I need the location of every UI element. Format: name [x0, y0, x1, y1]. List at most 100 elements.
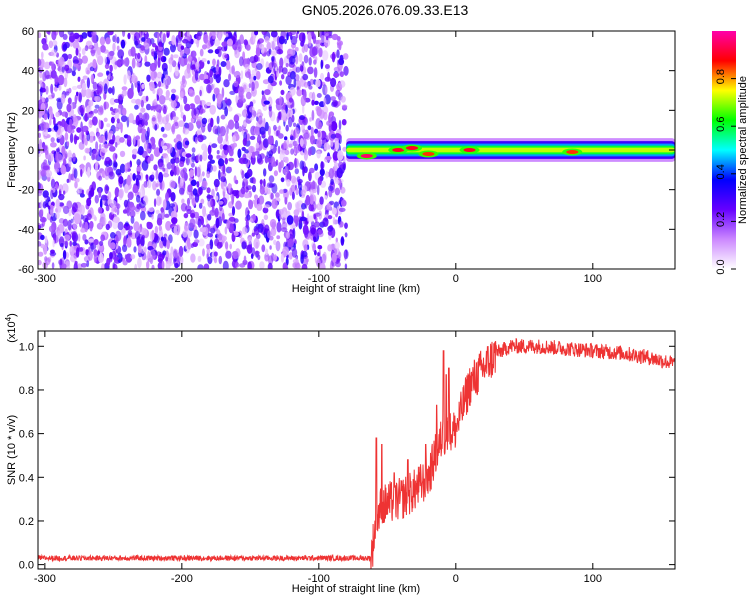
noise-speckle: [238, 126, 243, 133]
noise-speckle: [294, 47, 299, 52]
noise-speckle: [96, 46, 101, 56]
noise-speckle: [58, 84, 62, 91]
noise-speckle: [158, 95, 166, 105]
noise-speckle: [276, 235, 281, 240]
noise-speckle: [110, 116, 115, 124]
noise-speckle: [281, 74, 285, 80]
noise-speckle: [61, 66, 65, 73]
noise-speckle: [130, 254, 136, 260]
noise-speckle: [110, 130, 114, 135]
noise-speckle: [53, 117, 56, 126]
noise-speckle: [279, 80, 283, 86]
noise-speckle: [127, 225, 133, 231]
noise-speckle: [94, 194, 100, 204]
noise-speckle: [67, 97, 72, 105]
noise-speckle: [303, 132, 310, 139]
noise-speckle: [153, 50, 158, 57]
noise-speckle: [165, 75, 171, 86]
noise-speckle: [251, 151, 256, 159]
noise-speckle: [62, 218, 69, 227]
noise-speckle: [141, 83, 145, 89]
noise-speckle: [157, 52, 164, 57]
x-tick-label: -100: [308, 573, 330, 585]
noise-speckle: [114, 126, 120, 132]
noise-speckle: [270, 226, 277, 237]
noise-speckle: [104, 63, 110, 70]
y-tick-label: 40: [22, 66, 34, 78]
noise-speckle: [305, 258, 309, 263]
noise-speckle: [232, 142, 238, 148]
noise-speckle: [176, 141, 183, 150]
noise-speckle: [201, 216, 204, 226]
noise-speckle: [72, 202, 78, 213]
noise-speckle: [121, 59, 125, 65]
noise-speckle: [212, 93, 216, 102]
noise-speckle: [194, 70, 199, 81]
noise-speckle: [77, 76, 81, 82]
noise-speckle: [104, 166, 110, 177]
noise-speckle: [126, 206, 131, 217]
noise-speckle: [289, 31, 297, 36]
noise-speckle: [38, 152, 41, 158]
noise-speckle: [328, 200, 335, 205]
noise-speckle: [187, 184, 193, 193]
noise-speckle: [207, 256, 213, 265]
noise-speckle: [202, 226, 209, 236]
noise-speckle: [313, 204, 318, 209]
noise-speckle: [123, 235, 127, 246]
noise-speckle: [140, 31, 144, 36]
noise-speckle: [206, 247, 211, 255]
noise-speckle: [45, 74, 52, 79]
noise-speckle: [263, 178, 266, 187]
noise-speckle: [180, 50, 184, 57]
noise-speckle: [310, 31, 314, 37]
noise-speckle: [273, 239, 277, 245]
noise-speckle: [39, 71, 43, 79]
noise-speckle: [293, 122, 297, 128]
noise-speckle: [342, 53, 349, 60]
noise-speckle: [266, 50, 271, 57]
noise-speckle: [51, 262, 55, 269]
noise-speckle: [332, 99, 338, 107]
noise-speckle: [199, 99, 206, 106]
noise-speckle: [314, 128, 319, 134]
noise-speckle: [38, 58, 42, 67]
noise-speckle: [134, 104, 139, 110]
noise-speckle: [293, 129, 296, 141]
noise-speckle: [155, 209, 160, 215]
noise-speckle: [140, 45, 145, 51]
noise-speckle: [98, 119, 102, 129]
noise-speckle: [330, 133, 336, 139]
noise-speckle: [283, 140, 287, 149]
noise-speckle: [231, 190, 239, 197]
noise-speckle: [206, 83, 212, 94]
noise-speckle: [251, 232, 255, 237]
noise-speckle: [338, 119, 342, 131]
noise-speckle: [47, 152, 54, 162]
noise-speckle: [83, 155, 86, 161]
noise-speckle: [335, 237, 338, 243]
noise-speckle: [217, 200, 224, 205]
noise-speckle: [126, 237, 132, 248]
noise-speckle: [248, 83, 252, 88]
noise-speckle: [333, 73, 340, 78]
noise-speckle: [291, 248, 298, 258]
noise-speckle: [154, 235, 160, 244]
noise-speckle: [241, 241, 247, 250]
noise-speckle: [311, 99, 315, 106]
noise-speckle: [172, 116, 179, 121]
noise-speckle: [62, 250, 67, 260]
noise-speckle: [284, 38, 287, 45]
noise-speckle: [213, 178, 220, 188]
noise-speckle: [132, 153, 137, 160]
noise-speckle: [309, 167, 315, 174]
noise-speckle: [158, 146, 163, 154]
noise-speckle: [171, 88, 177, 94]
noise-speckle: [50, 142, 57, 148]
noise-speckle: [42, 71, 47, 82]
noise-speckle: [137, 150, 144, 155]
noise-speckle: [114, 60, 122, 66]
noise-speckle: [69, 240, 72, 247]
noise-speckle: [312, 188, 317, 194]
y-tick-label: 0.4: [19, 472, 34, 484]
